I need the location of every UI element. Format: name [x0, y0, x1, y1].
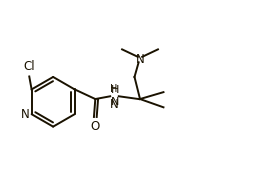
Text: Cl: Cl [23, 60, 35, 73]
Text: N: N [109, 98, 118, 111]
Text: H
N: H N [111, 86, 119, 107]
Text: N: N [21, 108, 29, 121]
Text: O: O [90, 120, 99, 133]
Text: N: N [136, 52, 144, 65]
Text: H: H [110, 84, 117, 94]
